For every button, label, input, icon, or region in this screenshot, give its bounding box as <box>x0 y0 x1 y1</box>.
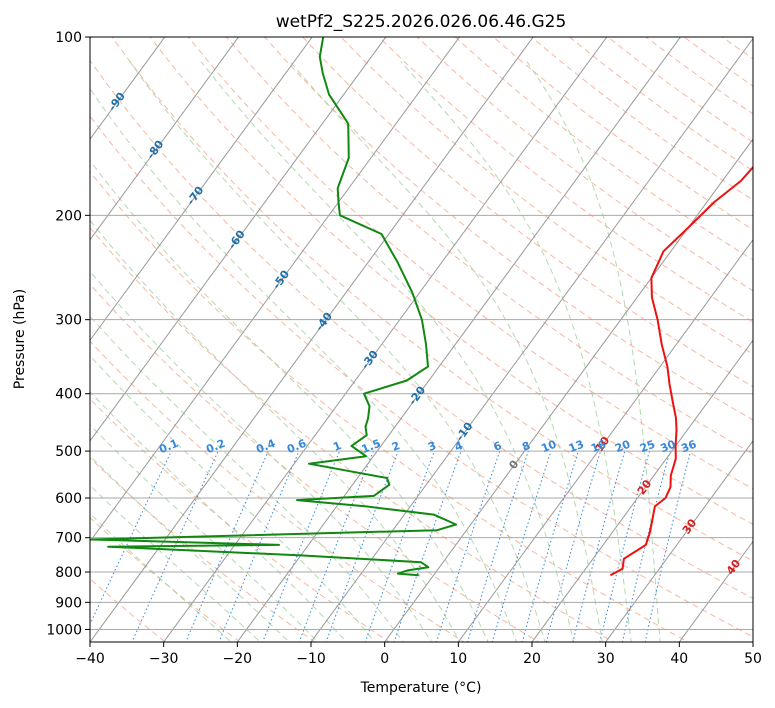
axis-ticks: −40 −30 −20 −10 0 10 20 30 40 50 100 200 300 400 500 60… <box>46 30 762 667</box>
moist-adiabat <box>90 219 461 642</box>
mixing-ratio-label: 8 <box>520 439 532 454</box>
y-tick-label: 500 <box>55 444 82 460</box>
moist-adiabat <box>90 270 433 642</box>
isotherm-line <box>90 37 166 141</box>
isotherm-line <box>90 37 240 241</box>
x-axis-label: Temperature (°C) <box>360 680 482 696</box>
x-tick-label: 40 <box>670 651 688 667</box>
isotherm-line <box>310 37 753 642</box>
x-tick-label: −30 <box>149 651 179 667</box>
isotherm-line <box>678 540 753 642</box>
moist-adiabat <box>289 61 603 642</box>
isotherm-line <box>605 440 753 642</box>
isotherm-line <box>90 37 313 342</box>
moist-adiabat <box>200 61 575 642</box>
mixing-ratio-label: 36 <box>679 437 698 455</box>
moist-adiabat <box>90 424 319 642</box>
isotherm-line <box>90 37 461 543</box>
isotherm-line <box>90 37 387 442</box>
y-tick-label: 300 <box>55 313 82 329</box>
mixing-ratio-label: 13 <box>567 438 586 456</box>
y-tick-label: 200 <box>55 208 82 224</box>
x-tick-label: 30 <box>597 651 615 667</box>
dewpoint-line <box>90 37 457 577</box>
y-tick-label: 600 <box>55 491 82 507</box>
pressure-gridlines <box>90 37 753 630</box>
mixing-ratio-label: 1 <box>331 439 343 454</box>
mixing-ratio-label: 20 <box>613 437 632 455</box>
x-tick-label: 10 <box>449 651 467 667</box>
mixing-ratio-label: 30 <box>658 437 677 455</box>
moist-adiabat <box>90 355 376 642</box>
y-tick-label: 400 <box>55 387 82 403</box>
x-tick-label: 20 <box>523 651 541 667</box>
temperature-line <box>609 165 753 577</box>
isotherm-line <box>457 238 753 642</box>
x-tick-label: −40 <box>75 651 105 667</box>
y-tick-label: 700 <box>55 531 82 547</box>
moist-adiabat <box>90 484 261 642</box>
x-tick-label: 50 <box>744 651 762 667</box>
dry-adiabat <box>90 516 241 642</box>
profile-series <box>90 37 753 577</box>
mixing-ratio-label: 3 <box>426 439 438 454</box>
isotherm-line <box>236 37 682 642</box>
isotherm-line <box>531 339 753 642</box>
y-tick-label: 900 <box>55 595 82 611</box>
moist-adiabat <box>90 315 404 642</box>
mixing-ratio-label: 10 <box>539 437 558 455</box>
y-axis-label: Pressure (hPa) <box>12 289 28 389</box>
moist-adiabat <box>90 512 232 642</box>
dry-adiabat <box>416 37 753 292</box>
x-tick-label: −10 <box>296 651 326 667</box>
dry-adiabat <box>264 37 753 421</box>
moist-adiabat <box>90 87 518 642</box>
mixing-ratio-label: 16 <box>589 437 608 455</box>
y-tick-label: 1000 <box>46 622 82 638</box>
mixing-ratio-label: 2 <box>390 439 402 454</box>
moist-adiabat <box>90 455 290 642</box>
mixing-ratio-label: 25 <box>638 438 657 456</box>
y-tick-label: 100 <box>55 30 82 46</box>
moist-adiabat <box>129 61 546 642</box>
dry-adiabat <box>378 37 753 323</box>
dry-adiabat <box>302 37 753 388</box>
plot-frame <box>89 36 754 643</box>
x-tick-label: −20 <box>223 651 253 667</box>
isotherm-line <box>384 138 753 642</box>
x-tick-label: 0 <box>380 651 389 667</box>
moist-adiabat <box>90 159 489 642</box>
dry-adiabat <box>226 37 753 455</box>
y-tick-label: 800 <box>55 565 82 581</box>
moist-adiabat <box>526 61 661 642</box>
isotherm-line <box>163 37 608 642</box>
chart-title: wetPf2_S225.2026.026.06.46.G25 <box>276 12 567 32</box>
